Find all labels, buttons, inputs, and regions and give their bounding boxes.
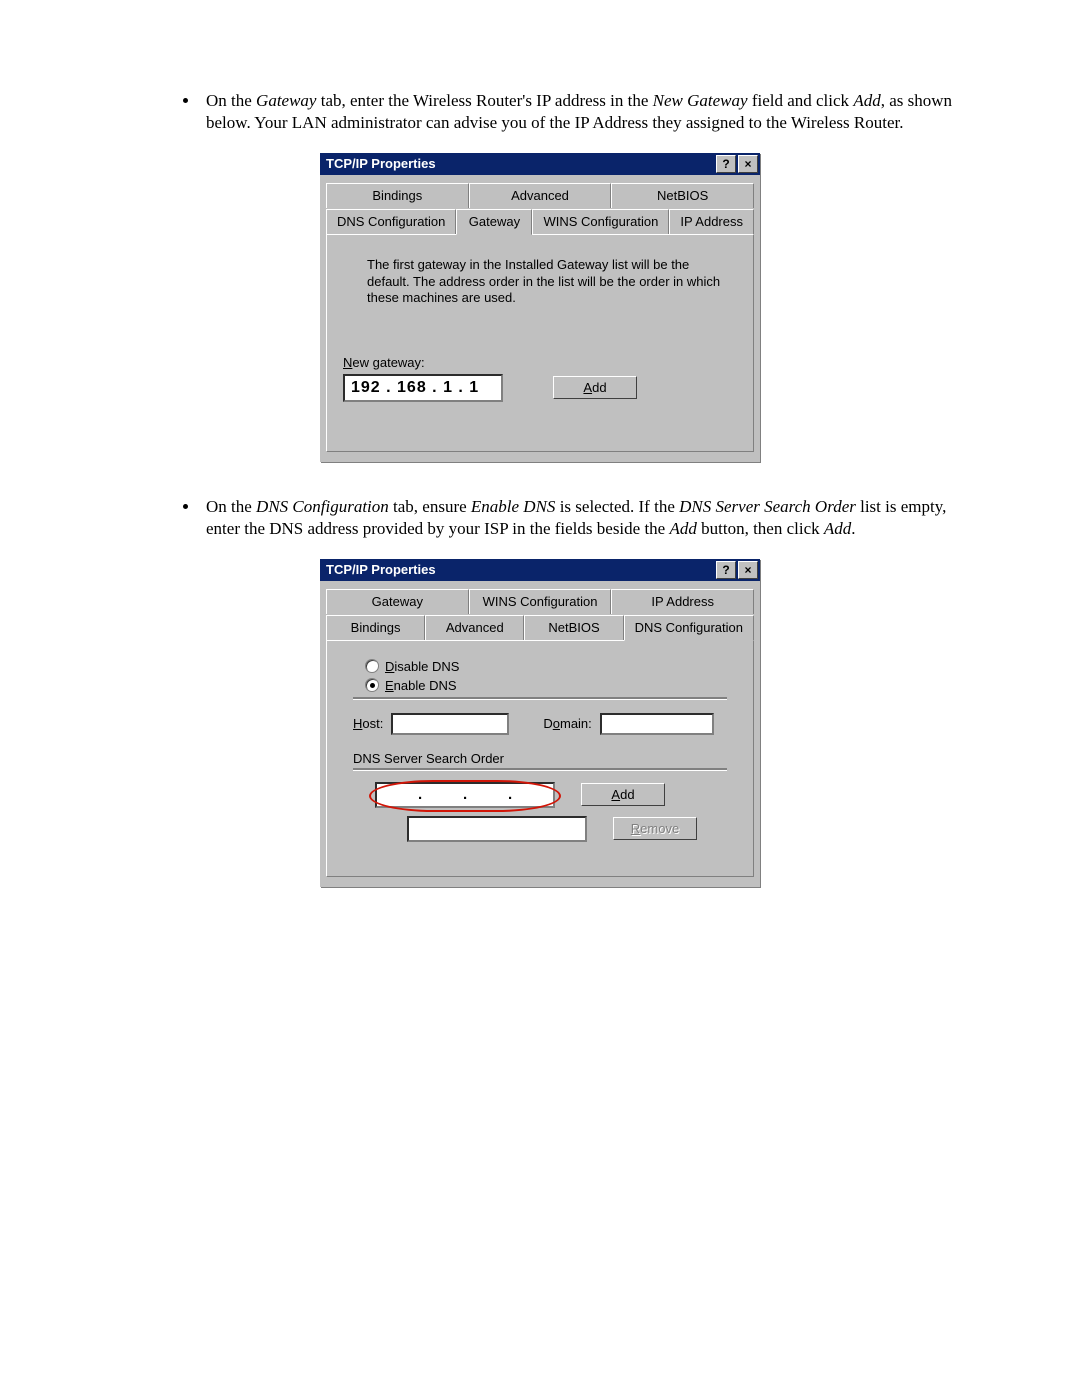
tcpip-properties-gateway-dialog: TCP/IP Properties ? × Bindings Advanced … xyxy=(320,153,760,462)
titlebar: TCP/IP Properties ? × xyxy=(320,559,760,581)
tab-netbios[interactable]: NetBIOS xyxy=(524,615,623,640)
remove-button: Remove xyxy=(613,817,697,840)
dns-server-list[interactable] xyxy=(407,816,587,842)
tab-advanced[interactable]: Advanced xyxy=(469,183,612,208)
tab-dns-configuration[interactable]: DNS Configuration xyxy=(624,615,754,641)
title: TCP/IP Properties xyxy=(326,562,436,577)
close-button[interactable]: × xyxy=(738,561,758,579)
tab-gateway[interactable]: Gateway xyxy=(456,209,532,235)
dns-ip-input[interactable]: . . . xyxy=(375,782,555,808)
instruction-2: On the DNS Configuration tab, ensure Ena… xyxy=(200,496,960,541)
tab-wins-configuration[interactable]: WINS Configuration xyxy=(532,209,669,234)
radio-on-icon xyxy=(365,678,379,692)
new-gateway-ip-input[interactable]: 192 . 168 . 1 . 1 xyxy=(343,374,503,402)
add-button[interactable]: Add xyxy=(581,783,665,806)
tab-netbios[interactable]: NetBIOS xyxy=(611,183,754,208)
tab-gateway[interactable]: Gateway xyxy=(326,589,469,614)
close-button[interactable]: × xyxy=(738,155,758,173)
titlebar: TCP/IP Properties ? × xyxy=(320,153,760,175)
tab-wins-configuration[interactable]: WINS Configuration xyxy=(469,589,612,614)
add-button[interactable]: Add xyxy=(553,376,637,399)
tcpip-properties-dns-dialog: TCP/IP Properties ? × Gateway WINS Confi… xyxy=(320,559,760,887)
new-gateway-label: New gateway: xyxy=(343,355,737,370)
title: TCP/IP Properties xyxy=(326,156,436,171)
instruction-1: On the Gateway tab, enter the Wireless R… xyxy=(200,90,960,135)
help-button[interactable]: ? xyxy=(716,155,736,173)
radio-off-icon xyxy=(365,659,379,673)
tab-ip-address[interactable]: IP Address xyxy=(611,589,754,614)
tab-bindings[interactable]: Bindings xyxy=(326,615,425,640)
gateway-description: The first gateway in the Installed Gatew… xyxy=(343,253,737,307)
domain-label: Domain: xyxy=(543,716,591,731)
dns-search-order-label: DNS Server Search Order xyxy=(353,751,737,766)
tab-advanced[interactable]: Advanced xyxy=(425,615,524,640)
tab-ip-address[interactable]: IP Address xyxy=(669,209,754,234)
enable-dns-radio[interactable]: Enable DNS xyxy=(365,678,737,693)
host-label: Host: xyxy=(353,716,383,731)
tab-bindings[interactable]: Bindings xyxy=(326,183,469,208)
domain-input[interactable] xyxy=(600,713,714,735)
host-input[interactable] xyxy=(391,713,509,735)
tab-dns-configuration[interactable]: DNS Configuration xyxy=(326,209,456,234)
help-button[interactable]: ? xyxy=(716,561,736,579)
disable-dns-radio[interactable]: Disable DNS xyxy=(365,659,737,674)
